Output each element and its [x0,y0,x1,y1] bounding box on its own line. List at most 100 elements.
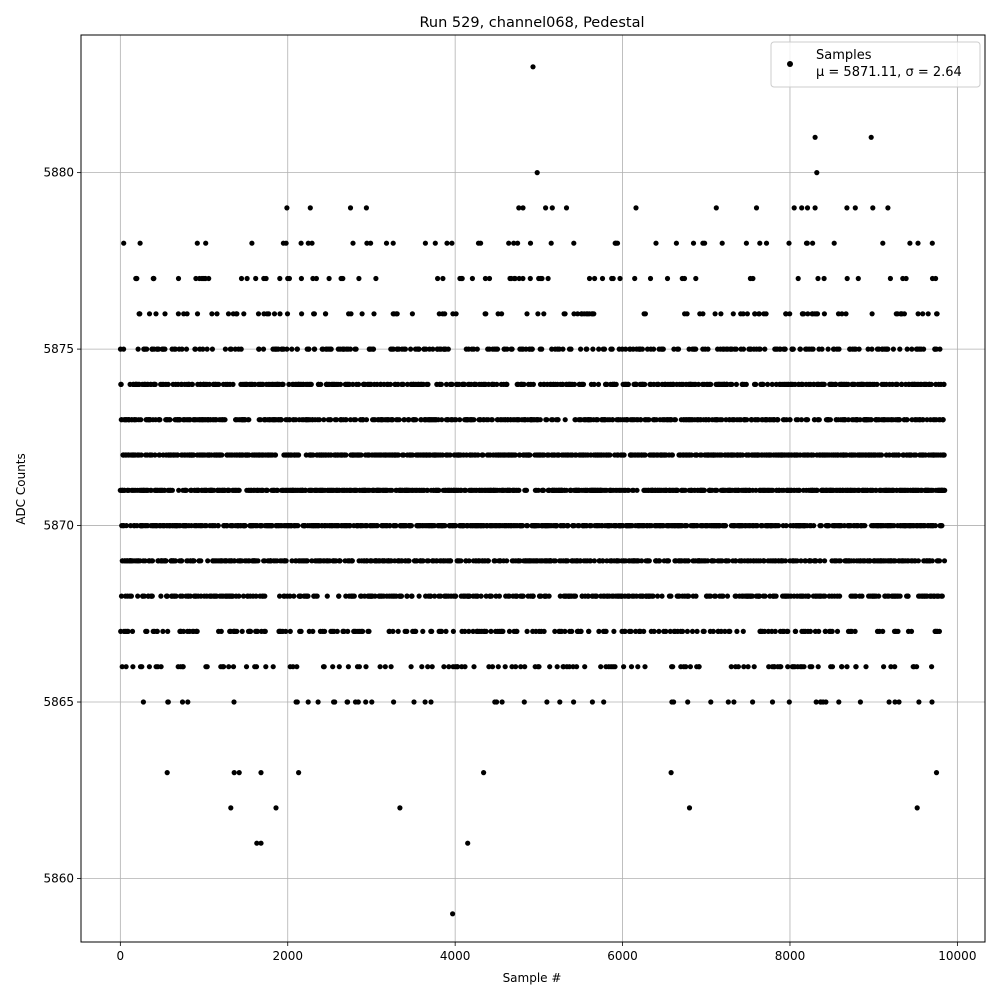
data-point [545,275,551,282]
data-point [547,664,553,670]
data-point [475,452,481,458]
data-point [880,240,886,246]
data-point [656,628,662,635]
data-point [443,628,449,635]
data-point [358,452,364,458]
data-point [446,664,452,670]
data-point [613,381,619,387]
data-point [459,275,465,282]
data-point [804,240,810,246]
data-point [462,628,468,635]
data-point [214,311,220,317]
data-point [310,452,316,458]
data-point [462,664,468,670]
data-point [489,417,495,423]
data-point [180,664,186,670]
data-point [347,523,353,529]
data-point [916,699,922,705]
data-point [179,346,185,352]
data-point [348,311,354,317]
data-point [294,346,300,352]
data-point [321,664,327,670]
data-point [277,275,283,282]
data-point [274,487,281,493]
data-point [750,699,756,705]
data-point [876,593,882,599]
data-point [621,452,627,458]
data-point [815,664,821,670]
data-point [183,487,189,493]
data-point [733,346,739,352]
data-point [499,699,505,705]
data-point [215,523,221,529]
data-point [509,346,515,352]
data-point [363,664,369,670]
data-point [530,381,537,387]
data-point [442,311,448,317]
data-point [175,452,181,458]
data-point [471,346,477,352]
data-point [347,346,353,352]
data-point [189,381,195,387]
data-point [530,593,536,599]
data-point [425,664,431,670]
data-point [299,311,305,317]
data-point [592,275,598,282]
data-point [152,452,158,458]
data-point [390,346,396,352]
data-point [801,664,807,670]
data-point [904,346,910,352]
data-point [449,240,455,246]
data-point [535,311,541,317]
data-point [356,664,362,670]
data-point [933,275,939,282]
data-point [474,593,481,599]
data-point [308,381,314,387]
data-point [819,346,825,352]
data-point [859,593,865,599]
data-point [390,417,396,423]
data-point [816,417,822,423]
data-point [398,593,405,599]
data-point [428,699,434,705]
data-point [617,275,623,282]
data-point [494,346,501,352]
data-point [541,628,547,635]
data-point [138,417,144,423]
data-point [610,275,616,282]
data-point [152,381,158,387]
data-point [291,593,297,599]
data-point [286,381,292,387]
data-point [466,628,472,635]
data-point [584,346,590,352]
data-point [589,699,596,705]
data-point [509,664,515,670]
data-point [204,664,210,670]
data-point [790,346,796,352]
data-point [628,664,635,670]
data-point [578,346,584,352]
data-point [693,275,699,282]
data-point [897,346,903,352]
data-point [341,628,347,635]
data-point [238,275,245,282]
data-point [382,664,388,670]
data-point [425,558,431,564]
data-point [173,558,179,564]
data-point [123,523,129,529]
data-point [345,699,351,705]
data-point [442,523,448,529]
data-point [425,381,431,387]
data-point [555,417,561,423]
data-point [416,346,422,352]
data-point [194,628,200,635]
data-point [527,275,533,282]
data-point [241,311,247,317]
data-point [254,628,261,635]
data-point [359,311,365,317]
data-point [413,628,419,635]
data-point [591,558,598,564]
data-point [809,664,815,670]
data-point [478,240,484,246]
data-point [209,346,215,352]
